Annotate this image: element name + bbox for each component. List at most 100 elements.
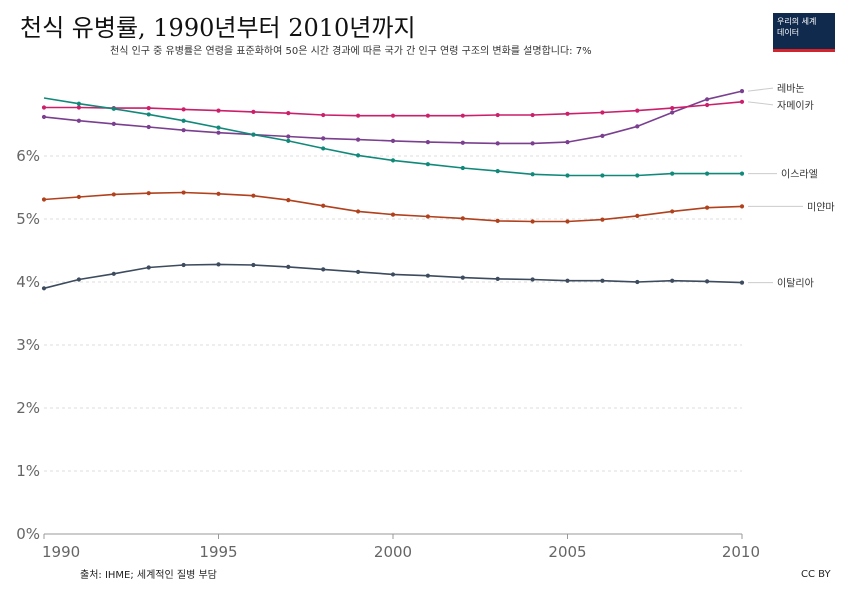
data-point xyxy=(495,141,500,146)
data-point xyxy=(251,262,256,268)
data-point xyxy=(635,279,640,285)
data-point xyxy=(600,133,605,138)
data-point xyxy=(705,205,710,210)
data-point xyxy=(286,264,291,269)
data-point xyxy=(251,132,256,137)
data-point xyxy=(76,101,81,106)
data-point xyxy=(216,125,221,130)
data-point xyxy=(495,218,500,223)
x-tick-label: 2005 xyxy=(548,543,586,561)
data-point xyxy=(635,173,640,178)
data-point xyxy=(565,140,570,145)
x-tick-label: 2000 xyxy=(374,543,412,561)
data-point xyxy=(286,138,291,143)
data-point xyxy=(146,191,151,196)
series-label-connector xyxy=(747,101,774,106)
y-tick-label: 2% xyxy=(16,399,40,417)
data-point xyxy=(425,214,430,219)
grid-layer xyxy=(44,155,742,472)
data-point xyxy=(76,194,81,200)
data-point xyxy=(321,146,326,151)
data-point xyxy=(460,275,465,280)
data-point xyxy=(600,278,605,283)
license-link[interactable]: CC BY xyxy=(801,569,831,580)
data-point xyxy=(390,158,396,163)
data-point xyxy=(565,111,570,116)
data-point xyxy=(565,278,570,283)
data-point xyxy=(41,197,47,202)
data-point xyxy=(565,173,570,178)
data-point xyxy=(705,171,710,176)
data-point xyxy=(495,276,500,281)
data-point xyxy=(530,172,535,177)
data-point xyxy=(739,99,745,104)
data-point xyxy=(251,193,256,198)
series-1 xyxy=(41,89,745,146)
series-label: 이탈리아 xyxy=(777,277,814,290)
series-4 xyxy=(41,190,745,224)
data-point xyxy=(565,219,570,224)
data-point xyxy=(495,169,500,174)
data-point xyxy=(111,106,116,111)
series-label-connector xyxy=(747,87,774,92)
data-point xyxy=(600,217,605,222)
data-point xyxy=(181,262,186,268)
data-point xyxy=(705,97,710,102)
series-label: 미얀마 xyxy=(807,200,835,213)
data-point xyxy=(181,128,186,133)
data-point xyxy=(111,121,116,126)
data-point xyxy=(425,273,430,278)
data-point xyxy=(321,112,326,118)
data-point xyxy=(76,277,81,282)
data-point xyxy=(495,112,500,118)
data-point xyxy=(530,141,535,146)
data-point xyxy=(356,113,361,118)
data-point xyxy=(41,105,47,110)
data-point xyxy=(321,267,326,272)
data-point xyxy=(356,269,361,275)
series-5 xyxy=(41,262,745,291)
data-point xyxy=(530,219,535,224)
series-3 xyxy=(43,97,745,178)
data-point xyxy=(635,124,640,129)
data-point xyxy=(705,102,710,108)
data-point xyxy=(460,216,465,221)
data-point xyxy=(216,262,221,267)
x-tick-label: 1995 xyxy=(199,543,237,561)
data-point xyxy=(670,278,675,283)
data-point xyxy=(739,280,745,285)
x-tick-label: 1990 xyxy=(42,543,80,561)
y-tick-label: 4% xyxy=(16,273,40,291)
data-point xyxy=(390,272,396,277)
data-point xyxy=(76,118,81,123)
data-point xyxy=(286,134,291,139)
data-point xyxy=(76,105,81,110)
y-tick-label: 1% xyxy=(16,462,40,480)
data-point xyxy=(425,140,430,145)
data-point xyxy=(181,190,186,195)
data-point xyxy=(321,136,326,141)
chart-subtitle: 천식 인구 중 유병률은 연령을 표준화하여 50은 시간 경과에 따른 국가 … xyxy=(110,46,592,57)
data-point xyxy=(670,110,675,115)
data-point xyxy=(670,171,675,176)
data-point xyxy=(600,110,605,115)
owid-logo[interactable]: 우리의 세계 데이터 xyxy=(773,13,835,52)
data-point xyxy=(425,113,430,118)
data-point xyxy=(216,130,221,135)
data-point xyxy=(356,137,361,142)
data-point xyxy=(635,213,640,218)
data-point xyxy=(181,118,186,123)
data-point xyxy=(460,113,465,118)
y-tick-label: 6% xyxy=(16,147,40,165)
y-tick-label: 0% xyxy=(16,525,40,543)
data-point xyxy=(390,113,396,118)
series-label: 자메이카 xyxy=(777,100,814,112)
data-point xyxy=(530,112,535,118)
data-point xyxy=(111,271,116,276)
series-2 xyxy=(41,99,745,118)
data-point xyxy=(146,112,151,117)
data-point xyxy=(251,109,256,114)
data-point xyxy=(425,162,430,167)
